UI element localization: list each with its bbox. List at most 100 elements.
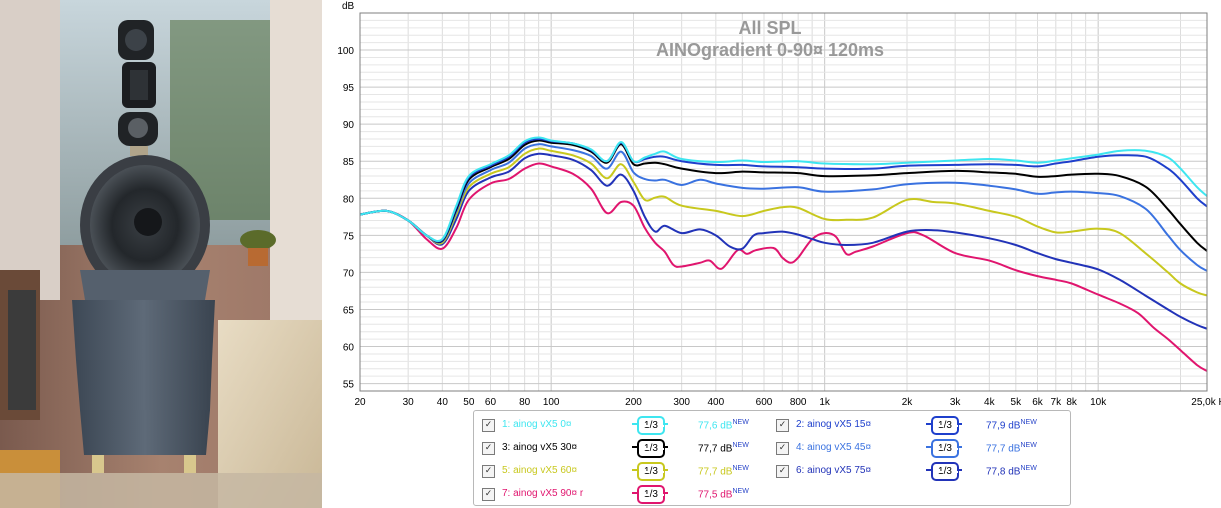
legend: ✓ 1: ainog vX5 0¤ 1/3 77,6 dBNEW ✓ 2: ainog v… xyxy=(473,410,1071,506)
smoothing-button[interactable]: 1/3 xyxy=(931,439,959,458)
y-tick-label: 95 xyxy=(343,83,355,94)
chart-grid xyxy=(359,12,1207,392)
x-tick-label: 40 xyxy=(437,397,449,408)
chart-series xyxy=(359,136,1208,372)
legend-row: ✓ 1: ainog vX5 0¤ 1/3 77,6 dBNEW ✓ 2: ainog v… xyxy=(474,414,1070,436)
legend-level-value: 77,5 dB xyxy=(698,489,733,501)
series-line xyxy=(359,139,1208,252)
series-line xyxy=(359,137,1208,243)
legend-level-value: 77,7 dB xyxy=(698,466,733,478)
y-tick-label: 70 xyxy=(343,268,355,279)
x-tick-label: 80 xyxy=(519,397,531,408)
legend-series-name: 7: ainog vX5 90¤ r xyxy=(502,488,584,499)
x-tick-label: 8k xyxy=(1066,397,1078,408)
x-tick-label: 30 xyxy=(403,397,415,408)
legend-entry: ✓ 1: ainog vX5 0¤ 1/3 77,6 dBNEW xyxy=(482,414,772,436)
legend-series-name: 4: ainog vX5 45¤ xyxy=(796,442,872,453)
legend-level-value: 77,6 dB xyxy=(698,420,733,432)
legend-entry: ✓ 6: ainog vX5 75¤ 1/3 77,8 dBNEW xyxy=(776,460,1066,482)
x-tick-label: 3k xyxy=(950,397,962,408)
legend-series-name: 2: ainog vX5 15¤ xyxy=(796,419,872,430)
y-tick-label: 80 xyxy=(343,194,355,205)
series-line xyxy=(359,162,1208,372)
y-tick-label: 60 xyxy=(343,343,355,354)
legend-series-name: 5: ainog vX5 60¤ xyxy=(502,465,578,476)
x-tick-label: 600 xyxy=(756,397,773,408)
series-line xyxy=(359,152,1208,330)
new-badge: NEW xyxy=(732,488,749,495)
y-tick-label: 65 xyxy=(343,305,355,316)
y-axis-label: dB xyxy=(342,1,355,12)
legend-level-value: 77,9 dB xyxy=(986,420,1021,432)
legend-checkbox[interactable]: ✓ xyxy=(482,488,495,501)
x-tick-label: 1k xyxy=(819,397,831,408)
legend-checkbox[interactable]: ✓ xyxy=(482,465,495,478)
y-tick-labels: 55 60 65 70 75 80 85 90 95 100 xyxy=(337,46,354,391)
series-line xyxy=(359,147,1208,297)
series-line xyxy=(359,136,1208,243)
new-badge: NEW xyxy=(732,419,749,426)
spl-chart: All SPL AINOgradient 0-90¤ 120ms dB 55 60… xyxy=(337,1,1221,408)
x-tick-label: 400 xyxy=(707,397,724,408)
y-tick-label: 75 xyxy=(343,231,355,242)
legend-checkbox[interactable]: ✓ xyxy=(776,465,789,478)
x-tick-label: 10k xyxy=(1090,397,1107,408)
legend-entry: ✓ 2: ainog vX5 15¤ 1/3 77,9 dBNEW xyxy=(776,414,1066,436)
legend-entry: ✓ 7: ainog vX5 90¤ r 1/3 77,5 dBNEW xyxy=(482,483,772,505)
smoothing-button[interactable]: 1/3 xyxy=(637,439,665,458)
new-badge: NEW xyxy=(1020,419,1037,426)
legend-checkbox[interactable]: ✓ xyxy=(776,442,789,455)
legend-level: 77,7 dBNEW xyxy=(986,442,1037,454)
speaker-photo xyxy=(0,0,322,508)
smoothing-button[interactable]: 1/3 xyxy=(637,485,665,504)
plot-frame xyxy=(359,12,1208,392)
legend-checkbox[interactable]: ✓ xyxy=(776,419,789,432)
smoothing-button[interactable]: 1/3 xyxy=(931,416,959,435)
y-tick-label: 90 xyxy=(343,120,355,131)
legend-series-name: 3: ainog vX5 30¤ xyxy=(502,442,578,453)
legend-level: 77,9 dBNEW xyxy=(986,419,1037,431)
legend-entry: ✓ 3: ainog vX5 30¤ 1/3 77,7 dBNEW xyxy=(482,437,772,459)
x-tick-labels: 20 30 40 50 60 80 100 200 300 400 600 800 1k 2k 3k 4k 5k… xyxy=(354,397,1221,408)
smoothing-button[interactable]: 1/3 xyxy=(931,462,959,481)
legend-row: ✓ 5: ainog vX5 60¤ 1/3 77,7 dBNEW ✓ 6: ainog … xyxy=(474,460,1070,482)
smoothing-button[interactable]: 1/3 xyxy=(637,416,665,435)
smoothing-button[interactable]: 1/3 xyxy=(637,462,665,481)
legend-level-value: 77,8 dB xyxy=(986,466,1021,478)
legend-entry: ✓ 5: ainog vX5 60¤ 1/3 77,7 dBNEW xyxy=(482,460,772,482)
x-tick-label: 25,0k Hz xyxy=(1191,397,1221,408)
x-tick-label: 800 xyxy=(790,397,807,408)
x-tick-label: 2k xyxy=(902,397,914,408)
new-badge: NEW xyxy=(732,465,749,472)
legend-level: 77,8 dBNEW xyxy=(986,465,1037,477)
legend-series-name: 6: ainog vX5 75¤ xyxy=(796,465,872,476)
legend-row: ✓ 7: ainog vX5 90¤ r 1/3 77,5 dBNEW xyxy=(474,483,1070,505)
x-tick-label: 4k xyxy=(984,397,996,408)
x-tick-label: 7k xyxy=(1051,397,1063,408)
x-tick-label: 5k xyxy=(1011,397,1023,408)
x-tick-label: 50 xyxy=(463,397,475,408)
x-tick-label: 200 xyxy=(625,397,642,408)
legend-level-value: 77,7 dB xyxy=(986,443,1021,455)
x-tick-label: 60 xyxy=(485,397,497,408)
legend-level: 77,7 dBNEW xyxy=(698,465,749,477)
legend-level: 77,6 dBNEW xyxy=(698,419,749,431)
y-tick-label: 100 xyxy=(337,46,354,57)
y-tick-label: 55 xyxy=(343,380,355,391)
chart-subtitle: AINOgradient 0-90¤ 120ms xyxy=(656,40,884,60)
x-tick-label: 20 xyxy=(354,397,366,408)
legend-series-name: 1: ainog vX5 0¤ xyxy=(502,419,572,430)
x-tick-label: 300 xyxy=(673,397,690,408)
series-line xyxy=(359,143,1208,272)
legend-level: 77,7 dBNEW xyxy=(698,442,749,454)
legend-row: ✓ 3: ainog vX5 30¤ 1/3 77,7 dBNEW ✓ 4: ainog … xyxy=(474,437,1070,459)
legend-level-value: 77,7 dB xyxy=(698,443,733,455)
new-badge: NEW xyxy=(1020,465,1037,472)
legend-checkbox[interactable]: ✓ xyxy=(482,442,495,455)
new-badge: NEW xyxy=(1020,442,1037,449)
x-tick-label: 100 xyxy=(543,397,560,408)
legend-checkbox[interactable]: ✓ xyxy=(482,419,495,432)
legend-entry: ✓ 4: ainog vX5 45¤ 1/3 77,7 dBNEW xyxy=(776,437,1066,459)
chart-title: All SPL xyxy=(738,18,801,38)
x-tick-label: 6k xyxy=(1032,397,1044,408)
